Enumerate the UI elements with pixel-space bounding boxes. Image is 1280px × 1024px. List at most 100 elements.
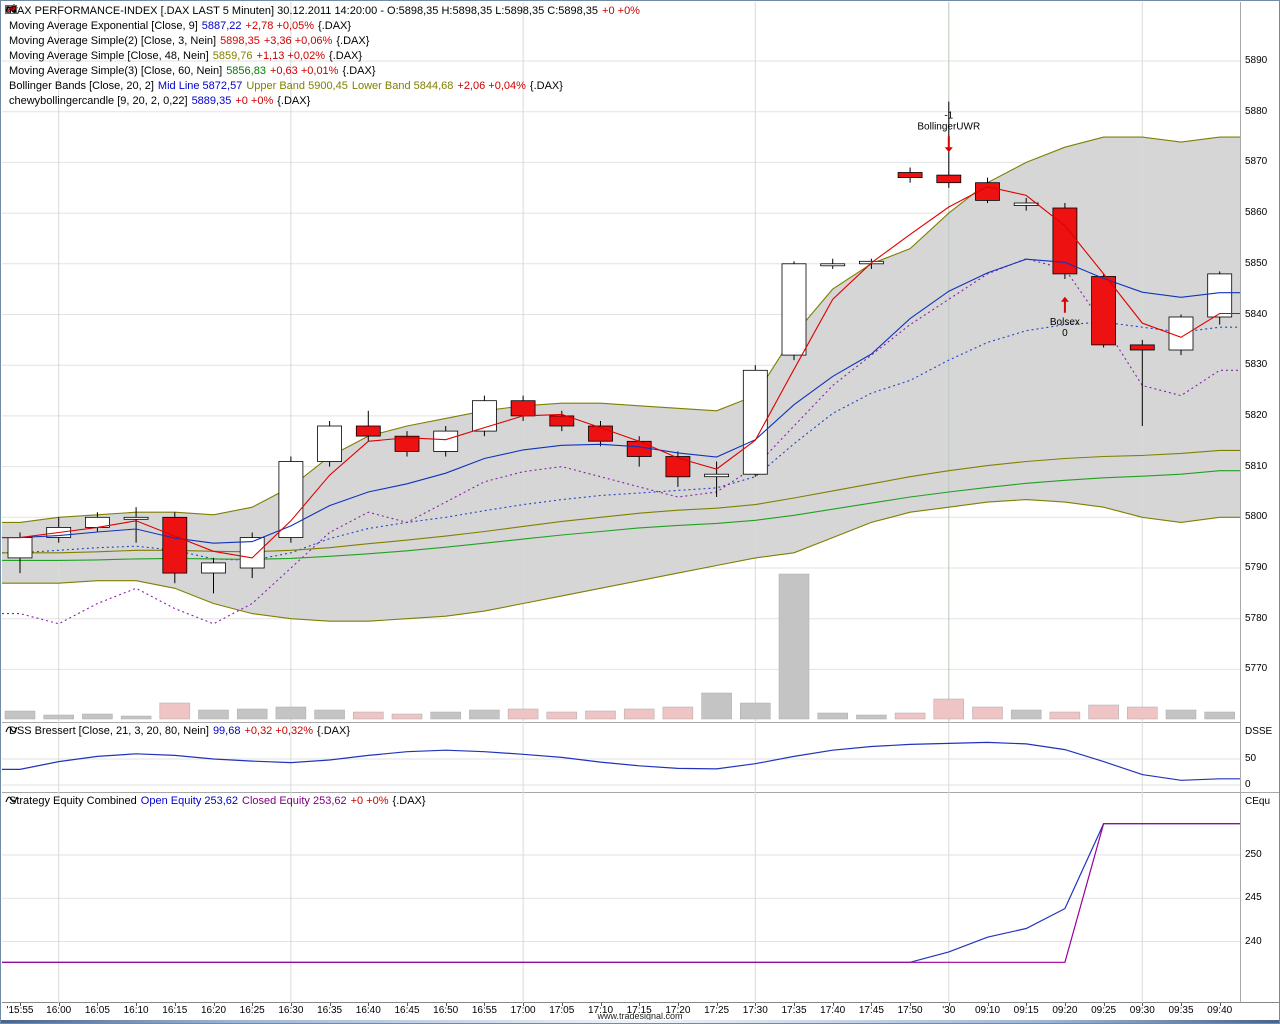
legend-ma-simple-48[interactable]: Moving Average Simple [Close, 48, Nein] 5… [5,6,644,64]
legend-ma-simple-2[interactable]: Moving Average Simple(2) [Close, 3, Nein… [5,6,644,49]
volume-bar[interactable] [120,715,152,720]
legend-segment: {.DAX} [316,725,351,737]
candle-body[interactable] [820,263,846,267]
footer-gradient-bar [1,1020,1279,1023]
candle-body[interactable] [1052,207,1078,275]
candle-body[interactable] [162,516,188,574]
volume-bar[interactable] [391,713,423,720]
volume-bar[interactable] [585,710,616,720]
volume-bar[interactable] [817,712,848,720]
candle-body[interactable] [123,516,149,520]
candle-body[interactable] [897,172,923,178]
equity-axis[interactable]: CEqu 250 245 240 [1240,793,1279,1003]
volume-bar[interactable] [778,573,810,720]
legend-segment: {.DAX} [318,20,352,32]
price-chart-panel[interactable]: -1 BollingerUWR Bolsex 0 DAX PERFORMANCE-IN… [2,2,1240,723]
equity-chart-canvas[interactable] [2,793,1240,1003]
volume-bar[interactable] [82,713,113,720]
legend-segment: Moving Average Simple [Close, 48, Nein] [9,50,209,62]
candle-body[interactable] [626,440,652,457]
candle-body[interactable] [781,263,807,356]
volume-bar[interactable] [353,711,384,720]
candle-body[interactable] [1091,276,1116,346]
dss-indicator-panel[interactable]: DSS Bressert [Close, 21, 3, 20, 80, Nein… [2,723,1240,793]
time-tick-label: 16:30 [278,1005,304,1016]
volume-bar[interactable] [740,702,771,720]
volume-bar[interactable] [972,706,1003,720]
candle-body[interactable] [665,456,691,478]
time-tick-label: 16:35 [317,1005,343,1016]
legend-bollinger-bands[interactable]: Bollinger Bands [Close, 20, 2] Mid Line 5… [5,6,644,94]
candle-body[interactable] [394,435,420,452]
volume-bar[interactable] [856,714,887,720]
candle-body[interactable] [317,425,343,462]
series-closed_equity [2,823,1240,963]
footer-link[interactable]: www.tradesignal.com [597,1011,683,1021]
legend-dss-bressert[interactable]: DSS Bressert [Close, 21, 3, 20, 80, Nein… [5,724,354,739]
volume-bar[interactable] [1127,706,1158,720]
volume-bar[interactable] [314,709,345,720]
candle-body[interactable] [588,425,613,442]
volume-bar[interactable] [4,710,36,720]
candle-body[interactable] [975,182,1000,201]
equity-panel[interactable]: Strategy Equity Combined Open Equity 253,… [2,793,1240,1003]
price-axis[interactable]: 5890 5880 5870 5860 5850 5840 5830 5820 5810 5800… [1240,2,1279,723]
candle-body[interactable] [1207,273,1233,318]
volume-bar[interactable] [662,706,694,720]
bollinger-band-fill [2,137,1240,622]
candle-body[interactable] [433,430,459,452]
volume-bar[interactable] [623,708,655,720]
candle-body[interactable] [704,473,729,478]
time-tick-mark [445,1003,447,1006]
volume-bar[interactable] [1204,711,1235,720]
candle-body[interactable] [549,415,575,427]
legend-ma-simple-3[interactable]: Moving Average Simple(3) [Close, 60, Nei… [5,6,644,79]
volume-bar[interactable] [198,709,229,720]
legend-segment: {.DAX} [342,65,376,77]
volume-bar[interactable] [43,714,74,720]
candle-body[interactable] [355,425,381,437]
candle-body[interactable] [742,369,768,475]
volume-bar[interactable] [701,692,732,720]
volume-bar[interactable] [546,711,578,720]
volume-bar[interactable] [1088,704,1119,720]
time-tick-label: 17:10 [587,1005,614,1016]
volume-bar[interactable] [430,711,461,720]
time-axis[interactable]: '15:55 16:00 16:05 16:10 16:15 16:20 16:25 16:3… [2,1003,1240,1016]
candle-body[interactable] [278,461,304,538]
volume-bar[interactable] [159,702,191,720]
legend-ma-exponential[interactable]: Moving Average Exponential [Close, 9] 588… [5,6,644,34]
dss-chart-canvas[interactable] [2,723,1240,793]
volume-bar[interactable] [894,712,926,720]
legend-segment: {.DAX} [529,80,563,92]
legend-chewybollingercandle[interactable]: chewybollingercandle [9, 20, 2, 0,22] 588… [5,5,644,109]
dss-axis[interactable]: DSSE 50 0 [1240,723,1279,793]
volume-bar[interactable] [1165,709,1197,720]
volume-bar[interactable] [275,706,307,720]
volume-bar[interactable] [469,709,500,720]
candle-body[interactable] [1129,344,1155,351]
candle-body[interactable] [7,537,33,559]
candle-body[interactable] [510,400,536,417]
volume-bar[interactable] [1010,709,1042,720]
time-tick-mark [794,1003,795,1006]
candle-body[interactable] [1013,202,1039,206]
time-tick-mark [1064,1003,1066,1006]
volume-bar[interactable] [933,698,965,720]
candle-body[interactable] [239,537,265,569]
candle-body[interactable] [936,174,962,184]
time-tick-mark [832,1003,834,1006]
volume-bar[interactable] [236,708,268,720]
volume-bar[interactable] [1049,711,1081,720]
legend-instrument-header[interactable]: DAX PERFORMANCE-INDEX [.DAX LAST 5 Minut… [5,4,644,19]
candle-body[interactable] [471,400,497,432]
volume-bar[interactable] [507,708,539,720]
time-tick-label: 17:05 [549,1005,575,1016]
time-tick-label: '30 [942,1005,956,1016]
series-bollinger_mid [2,321,1240,561]
legend-strategy-equity[interactable]: Strategy Equity Combined Open Equity 253,… [5,794,430,809]
price-tick-label: 0 [1245,779,1251,790]
candle-body[interactable] [201,562,226,574]
candle-body[interactable] [1168,316,1194,351]
